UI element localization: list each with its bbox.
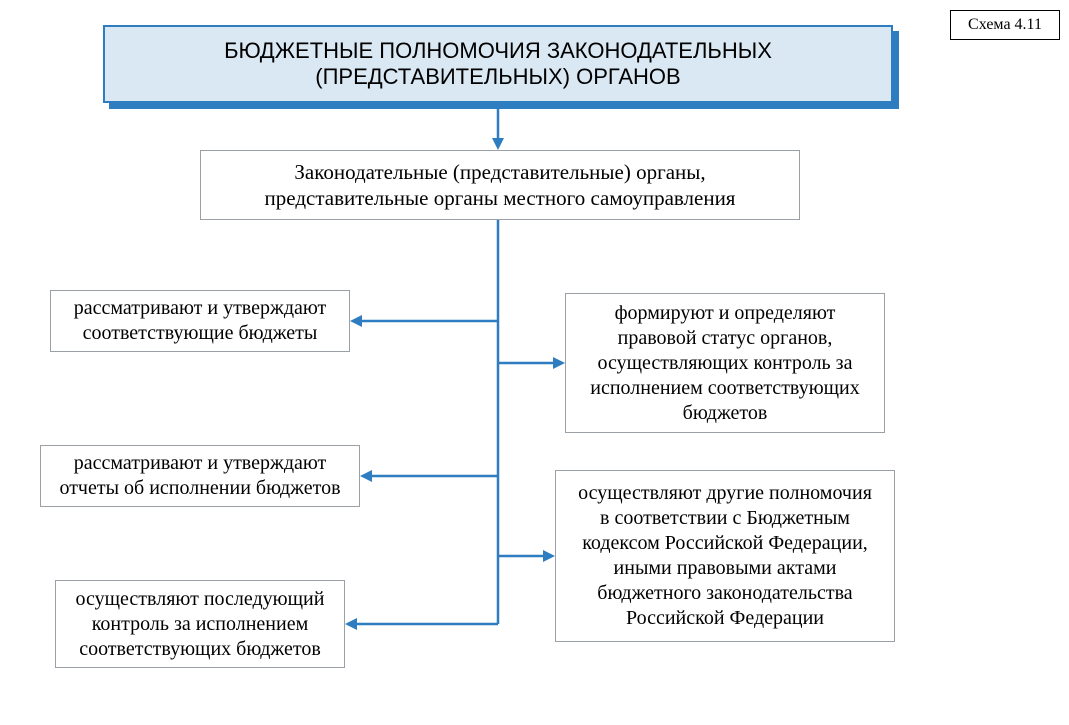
l2-line1: рассматривают и утверждают (74, 452, 327, 474)
subtitle-box: Законодательные (представительные) орган… (200, 150, 800, 220)
r2-line1: осуществляют другие полномочия (578, 482, 872, 504)
l2-line2: отчеты об исполнении бюджетов (59, 477, 340, 499)
l3-line3: соответствующих бюджетов (79, 638, 321, 660)
scheme-label: Схема 4.11 (950, 10, 1060, 40)
left-box-2-text: рассматривают и утверждают отчеты об исп… (59, 451, 340, 501)
r1-line5: бюджетов (683, 402, 768, 424)
title-box: БЮДЖЕТНЫЕ ПОЛНОМОЧИЯ ЗАКОНОДАТЕЛЬНЫХ (ПР… (103, 25, 893, 103)
r1-line2: правовой статус органов, (618, 327, 833, 349)
r2-line4: иными правовыми актами (614, 557, 837, 579)
left-box-3-text: осуществляют последующий контроль за исп… (76, 587, 325, 662)
title-line2: (ПРЕДСТАВИТЕЛЬНЫХ) ОРГАНОВ (315, 64, 680, 89)
l1-line1: рассматривают и утверждают (74, 297, 327, 319)
right-box-2: осуществляют другие полномочия в соответ… (555, 470, 895, 642)
left-box-3: осуществляют последующий контроль за исп… (55, 580, 345, 668)
r2-line3: кодексом Российской Федерации, (582, 532, 868, 554)
title-line1: БЮДЖЕТНЫЕ ПОЛНОМОЧИЯ ЗАКОНОДАТЕЛЬНЫХ (224, 38, 772, 63)
subtitle-line1: Законодательные (представительные) орган… (294, 160, 705, 184)
right-box-2-text: осуществляют другие полномочия в соответ… (578, 481, 872, 631)
diagram-stage: Схема 4.11 БЮДЖЕТНЫЕ ПОЛНОМОЧИЯ ЗАКОНОДА… (0, 0, 1069, 725)
left-box-1-text: рассматривают и утверждают соответствующ… (74, 296, 327, 346)
left-box-1: рассматривают и утверждают соответствующ… (50, 290, 350, 352)
l3-line2: контроль за исполнением (92, 613, 309, 635)
r1-line4: исполнением соответствующих (590, 377, 859, 399)
l3-line1: осуществляют последующий (76, 588, 325, 610)
r2-line6: Российской Федерации (626, 607, 824, 629)
scheme-label-text: Схема 4.11 (968, 15, 1042, 35)
r2-line2: в соответствии с Бюджетным (600, 507, 850, 529)
subtitle-line2: представительные органы местного самоупр… (265, 186, 736, 210)
subtitle-text: Законодательные (представительные) орган… (265, 159, 736, 212)
title-text: БЮДЖЕТНЫЕ ПОЛНОМОЧИЯ ЗАКОНОДАТЕЛЬНЫХ (ПР… (224, 38, 772, 90)
r1-line1: формируют и определяют (615, 302, 836, 324)
r1-line3: осуществляющих контроль за (598, 352, 853, 374)
left-box-2: рассматривают и утверждают отчеты об исп… (40, 445, 360, 507)
right-box-1-text: формируют и определяют правовой статус о… (590, 301, 859, 426)
l1-line2: соответствующие бюджеты (83, 322, 318, 344)
right-box-1: формируют и определяют правовой статус о… (565, 293, 885, 433)
r2-line5: бюджетного законодательства (597, 582, 852, 604)
